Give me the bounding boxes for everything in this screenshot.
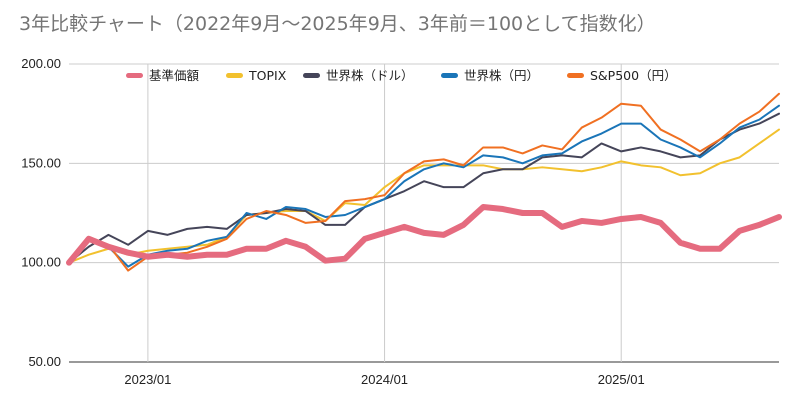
legend-item-0: 基準価額 [126, 68, 200, 83]
series-line-2 [68, 112, 780, 264]
legend: 基準価額 TOPIX 世界株（ドル） 世界株（円） S&P500（円） [126, 68, 677, 83]
x-tick-label: 2025/01 [598, 372, 645, 387]
legend-label: 基準価額 [149, 68, 200, 83]
legend-label: 世界株（円） [464, 68, 539, 83]
y-tick-label: 50.00 [28, 354, 61, 369]
legend-label: 世界株（ドル） [326, 68, 414, 83]
legend-swatch [567, 73, 584, 78]
x-tick-label: 2024/01 [361, 372, 408, 387]
legend-swatch [226, 73, 243, 78]
y-tick-label: 200.00 [21, 56, 61, 71]
legend-swatch [126, 73, 143, 78]
legend-item-1: TOPIX [226, 68, 287, 83]
series-line-1 [68, 128, 780, 264]
legend-item-3: 世界株（円） [441, 68, 539, 83]
legend-label: S&P500（円） [590, 68, 677, 83]
series-line-3 [68, 104, 780, 268]
grid [69, 63, 779, 363]
legend-swatch [441, 73, 458, 78]
series-layer [66, 92, 782, 272]
series-line-0 [66, 204, 782, 266]
legend-item-4: S&P500（円） [567, 68, 677, 83]
y-tick-label: 150.00 [21, 155, 61, 170]
chart-title: 3年比較チャート（2022年9月～2025年9月、3年前＝100として指数化） [19, 13, 656, 35]
legend-label: TOPIX [248, 68, 287, 83]
legend-swatch [303, 73, 320, 78]
legend-item-2: 世界株（ドル） [303, 68, 414, 83]
y-tick-label: 100.00 [21, 255, 61, 270]
x-tick-label: 2023/01 [124, 372, 171, 387]
axes: 50.00 100.00 150.00 200.00 2023/01 2024/01 202… [21, 56, 644, 387]
series-line-4 [68, 92, 780, 272]
